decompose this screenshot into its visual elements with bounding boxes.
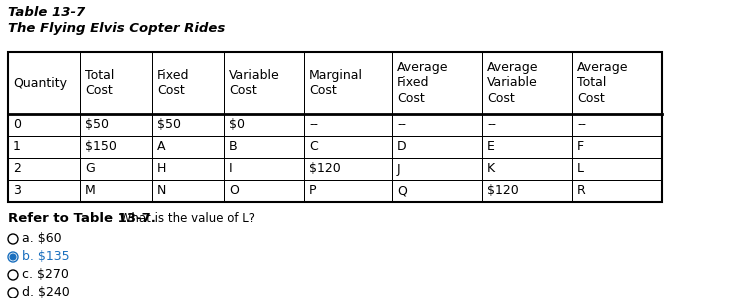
Text: 2: 2 [13, 162, 21, 176]
Text: $50: $50 [85, 119, 109, 131]
Text: $120: $120 [487, 184, 519, 198]
Text: Average
Fixed
Cost: Average Fixed Cost [397, 61, 448, 105]
Text: 1: 1 [13, 140, 21, 153]
Text: M: M [85, 184, 96, 198]
Text: $150: $150 [85, 140, 117, 153]
Text: Variable
Cost: Variable Cost [229, 69, 280, 97]
Text: Refer to Table 13-7.: Refer to Table 13-7. [8, 212, 156, 226]
Text: B: B [229, 140, 238, 153]
Text: D: D [397, 140, 406, 153]
Text: E: E [487, 140, 495, 153]
Text: What is the value of L?: What is the value of L? [116, 212, 255, 226]
Text: The Flying Elvis Copter Rides: The Flying Elvis Copter Rides [8, 22, 225, 35]
Text: --: -- [487, 119, 496, 131]
Text: N: N [157, 184, 166, 198]
Text: R: R [577, 184, 586, 198]
Text: 3: 3 [13, 184, 21, 198]
Text: a. $60: a. $60 [22, 232, 62, 246]
Text: $120: $120 [309, 162, 341, 176]
Text: K: K [487, 162, 495, 176]
Text: A: A [157, 140, 166, 153]
Text: H: H [157, 162, 166, 176]
Text: d. $240: d. $240 [22, 286, 70, 298]
Text: Quantity: Quantity [13, 77, 67, 89]
Text: $50: $50 [157, 119, 181, 131]
Text: J: J [397, 162, 400, 176]
Text: L: L [577, 162, 584, 176]
Text: --: -- [309, 119, 318, 131]
Text: Marginal
Cost: Marginal Cost [309, 69, 363, 97]
Text: c. $270: c. $270 [22, 268, 69, 282]
Text: 0: 0 [13, 119, 21, 131]
Text: Total
Cost: Total Cost [85, 69, 114, 97]
Text: Average
Total
Cost: Average Total Cost [577, 61, 629, 105]
Text: F: F [577, 140, 584, 153]
Text: I: I [229, 162, 233, 176]
Text: Q: Q [397, 184, 407, 198]
Text: P: P [309, 184, 316, 198]
Text: O: O [229, 184, 239, 198]
Text: b. $135: b. $135 [22, 251, 70, 263]
Text: Table 13-7: Table 13-7 [8, 6, 85, 19]
Text: $0: $0 [229, 119, 245, 131]
Text: --: -- [397, 119, 406, 131]
Text: Fixed
Cost: Fixed Cost [157, 69, 189, 97]
Text: --: -- [577, 119, 586, 131]
Text: Average
Variable
Cost: Average Variable Cost [487, 61, 539, 105]
Text: C: C [309, 140, 318, 153]
Text: G: G [85, 162, 95, 176]
